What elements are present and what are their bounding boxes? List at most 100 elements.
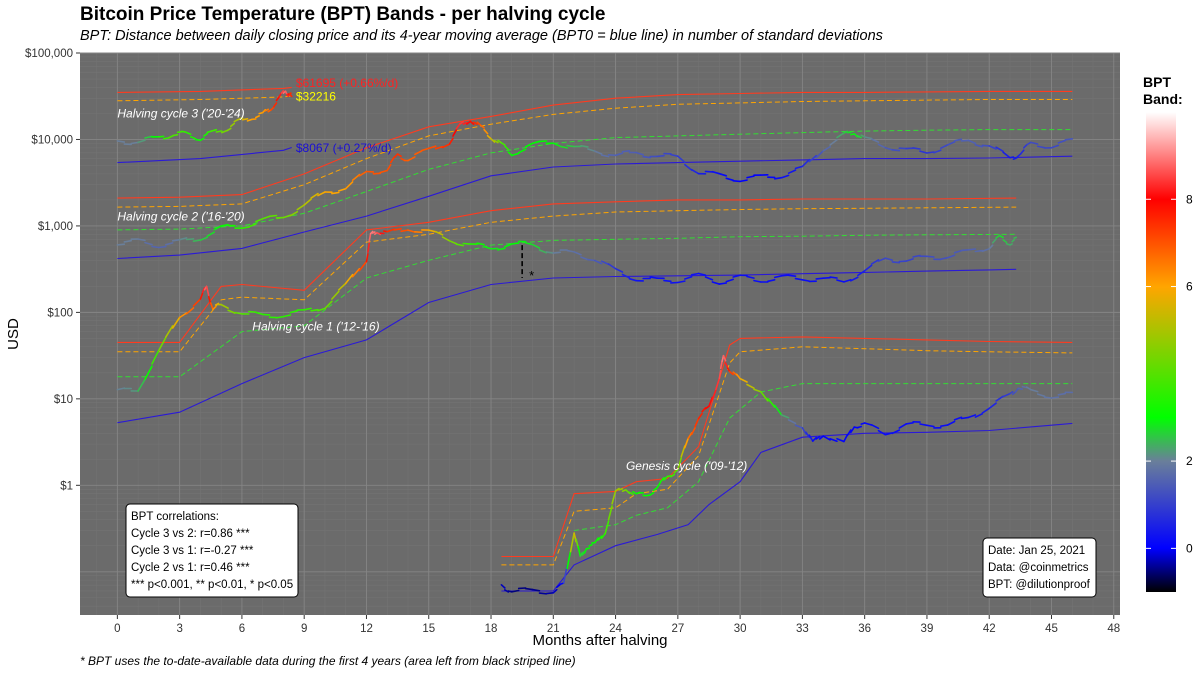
price-segment bbox=[607, 505, 613, 521]
price-segment bbox=[434, 230, 444, 236]
price-segment bbox=[455, 123, 461, 130]
price-segment bbox=[926, 151, 935, 154]
price-segment bbox=[953, 249, 963, 254]
price-segment bbox=[504, 589, 510, 593]
y-tick-label: $10,000 bbox=[31, 134, 73, 146]
price-segment bbox=[946, 254, 956, 259]
price-segment bbox=[566, 550, 572, 570]
price-segment bbox=[369, 230, 374, 235]
price-segment bbox=[849, 276, 859, 282]
price-segment bbox=[171, 238, 181, 242]
cycle-group bbox=[116, 86, 293, 164]
band-low-line bbox=[117, 233, 1017, 378]
price-segment bbox=[722, 354, 727, 362]
correlations-box-line: *** p<0.001, ** p<0.01, * p<0.05 bbox=[131, 579, 293, 591]
price-segment bbox=[593, 537, 600, 544]
price-segment bbox=[891, 261, 901, 264]
band-low-line bbox=[117, 129, 1073, 231]
chart-title: Bitcoin Price Temperature (BPT) Bands - … bbox=[80, 4, 606, 25]
cycle-label: Genesis cycle ('09-'12) bbox=[626, 459, 747, 473]
price-segment bbox=[203, 132, 209, 137]
price-segment bbox=[524, 587, 534, 591]
cycle-label: Halving cycle 1 ('12-'16) bbox=[252, 319, 379, 333]
price-segment bbox=[621, 273, 631, 279]
price-segment bbox=[849, 426, 856, 434]
price-segment bbox=[344, 273, 354, 285]
price-segment bbox=[172, 133, 179, 137]
correlations-box-line: Cycle 3 vs 1: r=-0.27 *** bbox=[131, 545, 254, 557]
price-segment bbox=[137, 139, 146, 144]
price-segment bbox=[843, 278, 852, 283]
price-segment bbox=[967, 248, 977, 251]
price-segment bbox=[618, 487, 624, 491]
price-segment bbox=[386, 228, 395, 233]
price-segment bbox=[220, 223, 229, 227]
price-segment bbox=[185, 307, 195, 315]
price-segment bbox=[773, 404, 783, 416]
cycle-label: Halving cycle 3 ('20-'24) bbox=[117, 106, 244, 120]
price-segment bbox=[953, 138, 963, 142]
price-segment bbox=[452, 129, 458, 137]
price-segment bbox=[760, 390, 769, 402]
price-segment bbox=[805, 431, 811, 439]
price-segment bbox=[829, 276, 838, 279]
cycle-group bbox=[116, 90, 1074, 260]
price-segment bbox=[566, 249, 575, 253]
price-segment bbox=[690, 168, 700, 175]
legend-title-word: BPT bbox=[1143, 74, 1171, 90]
cycle-group bbox=[500, 336, 1074, 595]
price-segment bbox=[1057, 139, 1067, 144]
price-segment bbox=[933, 149, 942, 154]
price-segment bbox=[517, 148, 527, 154]
price-segment bbox=[898, 260, 908, 263]
price-segment bbox=[676, 280, 686, 284]
footnote: * BPT uses the to-date-available data du… bbox=[80, 654, 576, 668]
price-segment bbox=[746, 275, 755, 279]
price-annotation: $61695 (+0.66%/d) bbox=[296, 76, 398, 90]
price-segment bbox=[230, 122, 236, 128]
price-segment bbox=[1050, 396, 1060, 399]
price-segment bbox=[690, 426, 696, 436]
price-segment bbox=[462, 121, 468, 125]
price-segment bbox=[718, 369, 722, 380]
price-segment bbox=[870, 258, 880, 265]
price-segment bbox=[585, 547, 591, 550]
price-segment bbox=[794, 424, 804, 429]
price-segment bbox=[510, 152, 520, 157]
price-segment bbox=[926, 255, 935, 258]
price-segment bbox=[227, 309, 236, 314]
price-segment bbox=[524, 242, 534, 246]
y-axis-label: USD bbox=[5, 318, 22, 350]
price-segment bbox=[1002, 239, 1008, 244]
price-segment bbox=[794, 165, 804, 170]
price-segment bbox=[288, 92, 292, 96]
price-segment bbox=[531, 243, 541, 249]
price-segment bbox=[870, 423, 880, 430]
price-segment bbox=[538, 249, 548, 254]
price-segment bbox=[268, 214, 278, 218]
price-segment bbox=[822, 435, 831, 441]
price-segment bbox=[587, 258, 596, 262]
price-segment bbox=[559, 145, 568, 149]
x-tick-label: 6 bbox=[239, 623, 245, 635]
price-segment bbox=[600, 260, 610, 266]
price-segment bbox=[167, 134, 175, 139]
price-segment bbox=[372, 172, 382, 175]
price-segment bbox=[724, 362, 729, 369]
price-segment bbox=[898, 423, 908, 429]
price-segment bbox=[178, 237, 188, 241]
price-segment bbox=[683, 163, 693, 171]
price-segment bbox=[1012, 157, 1018, 160]
price-segment bbox=[296, 204, 306, 211]
price-segment bbox=[732, 180, 741, 183]
price-segment bbox=[593, 150, 603, 155]
price-segment bbox=[974, 412, 984, 418]
price-segment bbox=[483, 128, 489, 135]
price-segment bbox=[995, 395, 1004, 402]
correlations-box-line: Cycle 3 vs 2: r=0.86 *** bbox=[131, 528, 250, 540]
price-segment bbox=[988, 402, 997, 410]
price-segment bbox=[351, 267, 361, 278]
price-segment bbox=[524, 142, 534, 148]
price-segment bbox=[939, 256, 949, 260]
price-segment bbox=[836, 437, 845, 443]
